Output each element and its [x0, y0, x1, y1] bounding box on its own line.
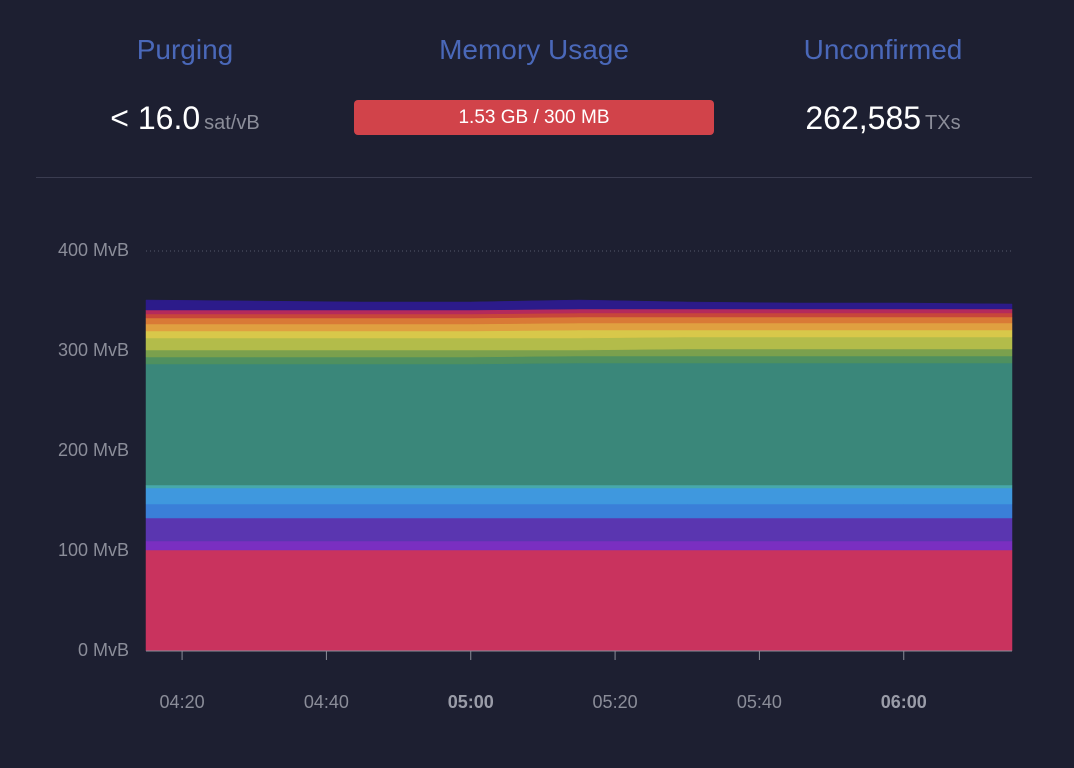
x-tick-label: 05:00: [448, 692, 494, 712]
area-series: [145, 362, 1013, 486]
unconfirmed-stat: Unconfirmed 262,585 TXs: [703, 34, 1063, 137]
stat-unit: TXs: [925, 112, 961, 134]
stat-title: Purging: [136, 34, 234, 65]
area-series: [145, 299, 1013, 311]
y-tick-label: 100 MvB: [58, 540, 129, 560]
area-series: [145, 484, 1013, 489]
purging-stat: Purging < 16.0 sat/vB: [5, 34, 365, 137]
y-tick-label: 300 MvB: [58, 340, 129, 360]
stat-title: Memory Usage: [439, 34, 629, 65]
y-tick-label: 400 MvB: [58, 240, 129, 260]
area-series: [145, 487, 1013, 505]
stat-value: 262,585: [805, 100, 922, 136]
stat-unit: sat/vB: [204, 112, 260, 134]
y-tick-label: 0 MvB: [78, 640, 129, 660]
area-series: [145, 517, 1013, 542]
x-tick-label: 04:20: [160, 692, 205, 712]
memory-bar: 1.53 GB / 300 MB: [354, 100, 714, 135]
x-tick-label: 05:40: [737, 692, 782, 712]
memory-stat: Memory Usage 1.53 GB / 300 MB: [354, 34, 714, 135]
x-tick-label: 04:40: [304, 692, 349, 712]
x-tick-label: 06:00: [881, 692, 927, 712]
area-series: [145, 540, 1013, 551]
area-series: [145, 503, 1013, 519]
stat-value: < 16.0: [110, 100, 201, 136]
y-tick-label: 200 MvB: [58, 440, 129, 460]
area-series: [145, 336, 1013, 351]
stat-title: Unconfirmed: [803, 34, 963, 65]
x-tick-label: 05:20: [593, 692, 638, 712]
area-series: [145, 549, 1013, 652]
divider: [36, 177, 1032, 178]
